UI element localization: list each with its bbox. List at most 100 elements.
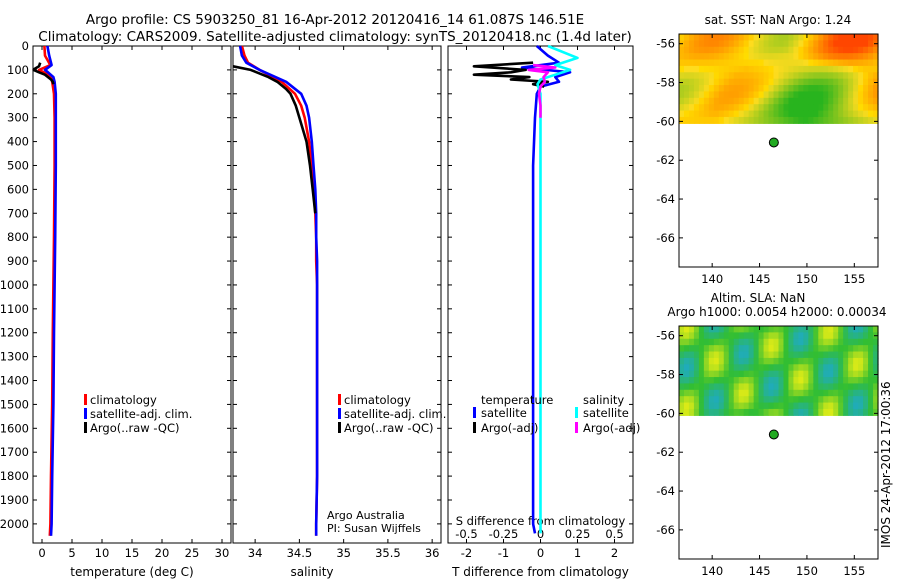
- sst-map-field-cell: [693, 53, 700, 61]
- sst-map-field-cell: [808, 116, 814, 124]
- sla-map-field-cell: [818, 383, 824, 391]
- sst-map-field-cell: [823, 53, 829, 61]
- sst-map-field-cell: [808, 97, 814, 105]
- sla-map-field-cell: [843, 332, 849, 340]
- sla-map-field-cell: [738, 332, 745, 340]
- sla-map-field-cell: [698, 396, 705, 404]
- sst-map-field-cell: [868, 110, 874, 118]
- sst-map-field-cell: [728, 78, 735, 86]
- sla-map-field-cell: [703, 345, 710, 353]
- difference-legend-label: satellite: [583, 406, 629, 420]
- sla-map-field-cell: [818, 357, 824, 365]
- sst-map-field-cell: [868, 34, 874, 41]
- sla-map-field-cell: [778, 326, 785, 333]
- sst-map-field-cell: [793, 91, 799, 99]
- sla-map-field-cell: [773, 389, 780, 397]
- sla-map-field-cell: [798, 396, 804, 404]
- sst-map-field-cell: [728, 85, 735, 93]
- sla-map-field-cell: [823, 389, 829, 397]
- sla-map-field-cell: [743, 364, 750, 372]
- sla-map-field-cell: [778, 345, 785, 353]
- sst-map-field-cell: [703, 46, 710, 54]
- sla-map-field-cell: [679, 396, 685, 404]
- sla-map-field-cell: [768, 357, 775, 365]
- sst-map-field-cell: [683, 97, 690, 105]
- sla-map-field-cell: [858, 357, 864, 365]
- sst-map-field-cell: [679, 59, 685, 67]
- sst-map-field-cell: [843, 85, 849, 93]
- sla-map-field-cell: [833, 402, 839, 410]
- sla-map-field-cell: [768, 377, 775, 385]
- sla-map-subtitle: Argo h1000: 0.0054 h2000: 0.00034: [667, 305, 886, 319]
- sst-map-field-cell: [708, 104, 715, 112]
- sst-map-field-cell: [708, 78, 715, 86]
- sst-map-field-cell: [763, 78, 770, 86]
- sst-map-field-cell: [733, 97, 740, 105]
- sst-map-field-cell: [803, 40, 809, 48]
- sst-map-field-cell: [838, 46, 844, 54]
- sla-map-field-cell: [708, 383, 715, 391]
- sst-map-field-cell: [693, 104, 700, 112]
- sst-map-field-cell: [713, 104, 720, 112]
- sst-map-field-cell: [713, 97, 720, 105]
- sla-map-field-cell: [728, 370, 735, 378]
- sla-map-field-cell: [743, 357, 750, 365]
- sst-map-field-cell: [753, 72, 760, 80]
- sla-map-ytick-label: -64: [656, 484, 675, 498]
- sst-map-field-cell: [723, 40, 730, 48]
- sla-map-field-cell: [838, 377, 844, 385]
- sla-map-field-cell: [728, 408, 735, 416]
- sst-map-field-cell: [753, 97, 760, 105]
- sst-map-field-cell: [768, 97, 775, 105]
- sla-map-field-cell: [823, 402, 829, 410]
- sst-map-field-cell: [778, 116, 785, 124]
- sla-map-field-cell: [873, 364, 879, 372]
- sla-map-field-cell: [838, 351, 844, 359]
- difference-legend-swatch: [575, 422, 578, 433]
- sla-map-field-cell: [753, 408, 760, 416]
- sst-map-field-cell: [753, 78, 760, 86]
- sst-map-field-cell: [683, 46, 690, 54]
- sla-map-field-cell: [753, 389, 760, 397]
- sla-map-field-cell: [763, 326, 770, 333]
- sla-map-field-cell: [713, 357, 720, 365]
- sla-map-field-cell: [723, 332, 730, 340]
- sla-map-field-cell: [703, 383, 710, 391]
- sla-map-field-cell: [683, 332, 690, 340]
- sla-map-field-cell: [858, 383, 864, 391]
- sla-map-field-cell: [698, 377, 705, 385]
- sst-map-field-cell: [788, 34, 795, 41]
- sst-map-field-cell: [833, 65, 839, 73]
- sla-map-field-cell: [728, 326, 735, 333]
- sst-map-field-cell: [708, 59, 715, 67]
- sst-map-field-cell: [873, 97, 879, 105]
- sst-map-argo-marker: [768, 137, 779, 148]
- depth-tick-label: 1700: [0, 445, 29, 459]
- sla-map-field-cell: [738, 370, 745, 378]
- difference-series-t-satellite: [520, 45, 572, 534]
- sst-map-field-cell: [758, 116, 765, 124]
- depth-tick-label: 1300: [0, 350, 29, 364]
- sla-map-field-cell: [788, 351, 795, 359]
- sst-map-field-cell: [718, 46, 725, 54]
- sla-map-field-cell: [783, 338, 790, 346]
- sst-map-field-cell: [848, 59, 854, 67]
- sst-map-field-cell: [833, 91, 839, 99]
- sla-map-field-cell: [828, 364, 834, 372]
- sla-map-field-cell: [718, 351, 725, 359]
- sla-map-field-cell: [808, 377, 814, 385]
- sst-map-field-cell: [873, 59, 879, 67]
- sla-map-field-cell: [783, 364, 790, 372]
- sla-map-field-cell: [723, 383, 730, 391]
- sla-map-field-cell: [728, 338, 735, 346]
- sla-map-field-cell: [753, 326, 760, 333]
- sst-map-field-cell: [798, 104, 804, 112]
- sla-map-field-cell: [688, 345, 695, 353]
- sla-map-field-cell: [823, 345, 829, 353]
- sst-map-field-cell: [693, 110, 700, 118]
- sla-map-field-cell: [748, 402, 755, 410]
- sla-map-field-cell: [768, 370, 775, 378]
- sla-map-field-cell: [763, 396, 770, 404]
- sla-map-field-cell: [803, 370, 809, 378]
- sla-map-field-cell: [808, 332, 814, 340]
